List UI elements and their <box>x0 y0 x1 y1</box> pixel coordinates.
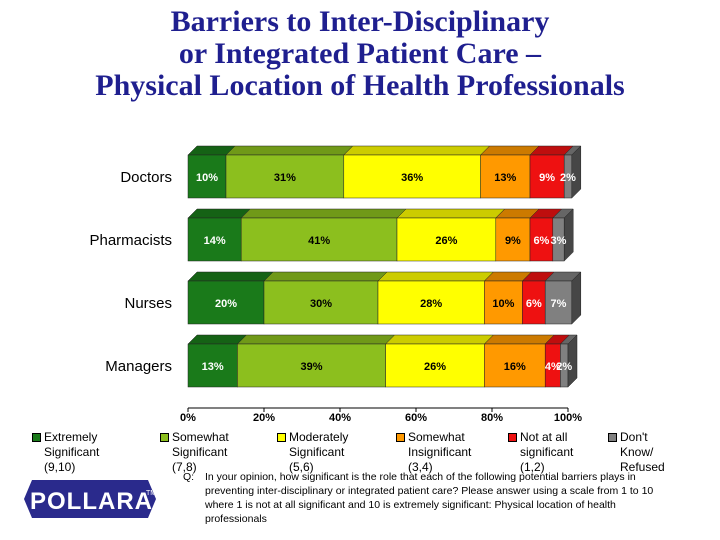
x-tick-label: 0% <box>180 412 196 424</box>
bar-top-face <box>187 208 251 219</box>
x-tick-label: 20% <box>253 412 275 424</box>
bar-segment <box>343 154 481 199</box>
logo-tm: TM <box>146 490 157 497</box>
title-line-1: Barriers to Inter-Disciplinary <box>170 5 550 38</box>
bar-segment <box>225 154 345 199</box>
bar-value-label: 41% <box>308 235 330 247</box>
legend-label: Somewhat Insignificant (3,4) <box>408 430 472 474</box>
bar-top-face <box>343 145 491 156</box>
category-label: Managers <box>105 358 172 375</box>
category-label: Nurses <box>124 295 172 312</box>
bar-segment <box>495 217 531 262</box>
bar-top-face <box>187 334 248 345</box>
logo-shape <box>24 480 156 518</box>
legend-label: Not at all significant (1,2) <box>520 430 574 474</box>
bar-top-face <box>384 334 495 345</box>
legend-swatch <box>396 433 405 442</box>
legend: Extremely Significant (9,10) Somewhat Si… <box>0 430 720 474</box>
bar-value-label: 9% <box>539 172 555 184</box>
bar-top-face <box>263 271 388 282</box>
chart-title: Barriers to Inter-Disciplinary or Integr… <box>0 6 720 102</box>
category-label: Pharmacists <box>89 232 172 249</box>
bar-value-label: 2% <box>556 361 572 373</box>
category-label: Doctors <box>120 169 172 186</box>
legend-swatch <box>160 433 169 442</box>
legend-swatch <box>608 433 617 442</box>
bar-value-label: 39% <box>300 361 322 373</box>
bar-top-face <box>479 145 540 156</box>
logo-text: POLLARA <box>30 488 153 515</box>
bar-segment <box>187 280 265 325</box>
legend-label: Moderately Significant (5,6) <box>289 430 349 474</box>
bar-segment <box>484 343 546 388</box>
bar-value-label: 9% <box>505 235 521 247</box>
bar-top-face <box>225 145 354 156</box>
legend-label: Extremely Significant (9,10) <box>44 430 100 474</box>
question-label: Q: <box>183 471 195 483</box>
bar-segment <box>240 217 398 262</box>
legend-label: Somewhat Significant (7,8) <box>172 430 229 474</box>
bar-segment <box>529 154 565 199</box>
bar-segment <box>187 154 227 199</box>
bar-segment <box>377 280 485 325</box>
x-tick-label: 80% <box>481 412 503 424</box>
bar-top-face <box>240 208 407 219</box>
bar-value-label: 30% <box>310 298 332 310</box>
bar-value-label: 13% <box>202 361 224 373</box>
bar-value-label: 26% <box>424 361 446 373</box>
x-tick-label: 40% <box>329 412 351 424</box>
legend-swatch <box>277 433 286 442</box>
bar-value-label: 20% <box>215 298 237 310</box>
x-tick-label: 60% <box>405 412 427 424</box>
bar-segment <box>187 217 242 262</box>
bar-side-face <box>567 334 578 388</box>
legend-swatch <box>32 433 41 442</box>
title-line-3: Physical Location of Health Professional… <box>95 69 625 102</box>
bar-value-label: 10% <box>196 172 218 184</box>
bar-segment <box>237 343 386 388</box>
bar-side-face <box>571 145 582 199</box>
question-text: In your opinion, how significant is the … <box>205 471 654 525</box>
bar-value-label: 3% <box>551 235 567 247</box>
bar-segment <box>263 280 379 325</box>
bar-top-face <box>377 271 495 282</box>
bar-value-label: 6% <box>533 235 549 247</box>
bar-top-face <box>396 208 506 219</box>
legend-label: Don't Know/ Refused <box>620 430 665 474</box>
bar-value-label: 10% <box>492 298 514 310</box>
bar-segment <box>480 154 531 199</box>
bar-side-face <box>571 271 582 325</box>
pollara-logo: POLLARA TM <box>20 474 160 524</box>
bar-value-label: 14% <box>204 235 226 247</box>
bar-value-label: 6% <box>526 298 542 310</box>
legend-swatch <box>508 433 517 442</box>
bar-value-label: 31% <box>274 172 296 184</box>
bar-value-label: 36% <box>401 172 423 184</box>
bar-value-label: 4% <box>545 361 561 373</box>
title-line-2: or Integrated Patient Care – <box>178 37 542 70</box>
x-tick-label: 100% <box>554 412 582 424</box>
bar-top-face <box>483 334 555 345</box>
bar-value-label: 13% <box>494 172 516 184</box>
bar-top-face <box>236 334 396 345</box>
bar-value-label: 26% <box>435 235 457 247</box>
bar-segment <box>396 217 497 262</box>
bar-side-face <box>563 208 574 262</box>
bar-value-label: 16% <box>504 361 526 373</box>
bar-value-label: 7% <box>551 298 567 310</box>
bar-value-label: 28% <box>420 298 442 310</box>
bar-segment <box>385 343 485 388</box>
bar-top-face <box>187 271 274 282</box>
bar-value-label: 2% <box>560 172 576 184</box>
